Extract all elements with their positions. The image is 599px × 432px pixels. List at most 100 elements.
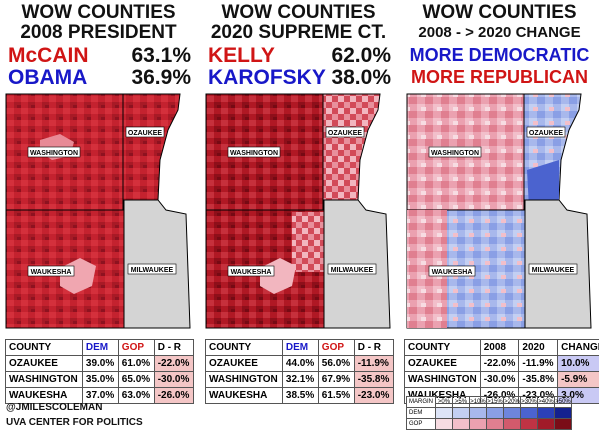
dem-candidate-row: KAROFSKY 38.0% <box>208 66 391 89</box>
table-row: WASHINGTON 35.0% 65.0% -30.0% <box>5 371 195 388</box>
table-header-row: COUNTY 2008 2020 CHANGE <box>404 339 599 356</box>
county-map-2008: WASHINGTON OZAUKEE WAUKESHA MILWAUKEE <box>5 93 191 329</box>
map-label-washington: WASHINGTON <box>431 150 479 157</box>
map-label-waukesha: WAUKESHA <box>31 269 72 276</box>
legend-dem-row: DEM <box>406 407 572 419</box>
cell: 38.5% <box>281 387 319 404</box>
gop-candidate-row: McCAIN 63.1% <box>8 44 191 67</box>
map-label-milwaukee: MILWAUKEE <box>331 267 374 274</box>
table-row: WASHINGTON 32.1% 67.9% -35.8% <box>205 371 395 388</box>
cell: -23.0% <box>353 387 395 404</box>
legend-swatch <box>520 407 538 419</box>
legend-swatch <box>452 418 470 430</box>
cell: 65.0% <box>117 371 155 388</box>
legend-swatch <box>435 407 453 419</box>
col-header: GOP <box>117 339 155 356</box>
cell: OZAUKEE <box>205 355 283 372</box>
panel-change: WOW COUNTIES 2008 - > 2020 CHANGE MORE D… <box>401 0 599 432</box>
table-row: OZAUKEE -22.0% -11.9% 10.0% <box>404 355 599 372</box>
panel-title: WOW COUNTIES <box>21 2 176 23</box>
label-box <box>526 126 566 138</box>
legend-header: MARGIN <box>406 396 436 408</box>
credit-author: @JMILESCOLEMAN <box>6 402 103 413</box>
label-box <box>127 263 177 275</box>
gop-candidate-name: KELLY <box>208 44 275 67</box>
dem-candidate-pct: 38.0% <box>331 66 391 89</box>
legend-swatch <box>486 407 504 419</box>
map-label-milwaukee: MILWAUKEE <box>131 267 174 274</box>
dem-candidate-name: OBAMA <box>8 66 88 89</box>
results-table: COUNTY DEM GOP D - R OZAUKEE 44.0% 56.0%… <box>205 339 395 404</box>
col-header: D - R <box>153 339 195 356</box>
legend-swatch <box>435 418 453 430</box>
label-box <box>428 146 482 158</box>
col-header: COUNTY <box>5 339 83 356</box>
cell: 44.0% <box>281 355 319 372</box>
dem-shift-area <box>527 160 559 208</box>
panel-subtitle: 2008 PRESIDENT <box>20 22 177 43</box>
label-box <box>27 265 75 277</box>
legend-swatch <box>486 418 504 430</box>
dem-candidate-row: OBAMA 36.9% <box>8 66 191 89</box>
legend-header: >20% <box>503 396 521 408</box>
legend-header: >10% <box>469 396 487 408</box>
gop-candidate-name: McCAIN <box>8 44 89 67</box>
legend-swatch <box>520 418 538 430</box>
gop-candidate-pct: 63.1% <box>131 44 191 67</box>
county-map-2020: WASHINGTON OZAUKEE WAUKESHA MILWAUKEE <box>205 93 391 329</box>
change-table: COUNTY 2008 2020 CHANGE OZAUKEE -22.0% -… <box>404 339 599 404</box>
cell: 61.5% <box>317 387 355 404</box>
map-label-ozaukee: OZAUKEE <box>128 130 163 137</box>
cell: WASHINGTON <box>205 371 283 388</box>
cell: WASHINGTON <box>5 371 83 388</box>
table-row: WASHINGTON -30.0% -35.8% -5.9% <box>404 371 599 388</box>
cell: -30.0% <box>479 371 520 388</box>
cell: 67.9% <box>317 371 355 388</box>
legend-swatch <box>503 407 521 419</box>
legend-gop-row: GOP <box>406 418 572 430</box>
legend-header: >0% <box>435 396 453 408</box>
legend-swatch <box>537 418 555 430</box>
map-label-waukesha: WAUKESHA <box>432 269 473 276</box>
label-box <box>428 265 476 277</box>
panel-subtitle: 2008 - > 2020 CHANGE <box>418 24 581 41</box>
col-header: GOP <box>317 339 355 356</box>
cell: -5.9% <box>557 371 599 388</box>
col-header: 2020 <box>518 339 559 356</box>
cell: -11.9% <box>518 355 559 372</box>
legend-header: >40% <box>537 396 555 408</box>
results-table: COUNTY DEM GOP D - R OZAUKEE 39.0% 61.0%… <box>5 339 195 404</box>
cell: -11.9% <box>353 355 395 372</box>
map-label-washington: WASHINGTON <box>230 150 278 157</box>
map-label-washington: WASHINGTON <box>30 150 78 157</box>
margin-legend: MARGIN >0% >5% >10% >15% >20% >30% >40% … <box>406 396 572 430</box>
col-header: 2008 <box>479 339 520 356</box>
table-row: WAUKESHA 38.5% 61.5% -23.0% <box>205 387 395 404</box>
legend-swatch <box>452 407 470 419</box>
legend-swatch <box>554 418 572 430</box>
gop-candidate-pct: 62.0% <box>331 44 391 67</box>
table-header-row: COUNTY DEM GOP D - R <box>205 339 395 356</box>
label-box <box>227 265 275 277</box>
county-map-change: WASHINGTON OZAUKEE WAUKESHA MILWAUKEE <box>406 93 592 329</box>
dem-candidate-pct: 36.9% <box>131 66 191 89</box>
legend-swatch <box>554 407 572 419</box>
table-row: OZAUKEE 39.0% 61.0% -22.0% <box>5 355 195 372</box>
label-box <box>528 263 578 275</box>
cell: 56.0% <box>317 355 355 372</box>
map-label-ozaukee: OZAUKEE <box>328 130 363 137</box>
cell: 10.0% <box>557 355 599 372</box>
panel-2008-president: WOW COUNTIES 2008 PRESIDENT McCAIN 63.1%… <box>0 0 197 432</box>
legend-header: >5% <box>452 396 470 408</box>
panel-subtitle: 2020 SUPREME CT. <box>210 22 387 43</box>
cell: -30.0% <box>153 371 195 388</box>
col-header: COUNTY <box>404 339 481 356</box>
ozaukee-county <box>122 93 181 211</box>
more-republican-label: MORE REPUBLICAN <box>410 67 588 87</box>
table-row: OZAUKEE 44.0% 56.0% -11.9% <box>205 355 395 372</box>
label-box <box>125 126 165 138</box>
col-header: D - R <box>353 339 395 356</box>
table-header-row: COUNTY DEM GOP D - R <box>5 339 195 356</box>
cell: -35.8% <box>353 371 395 388</box>
legend-swatch <box>469 407 487 419</box>
